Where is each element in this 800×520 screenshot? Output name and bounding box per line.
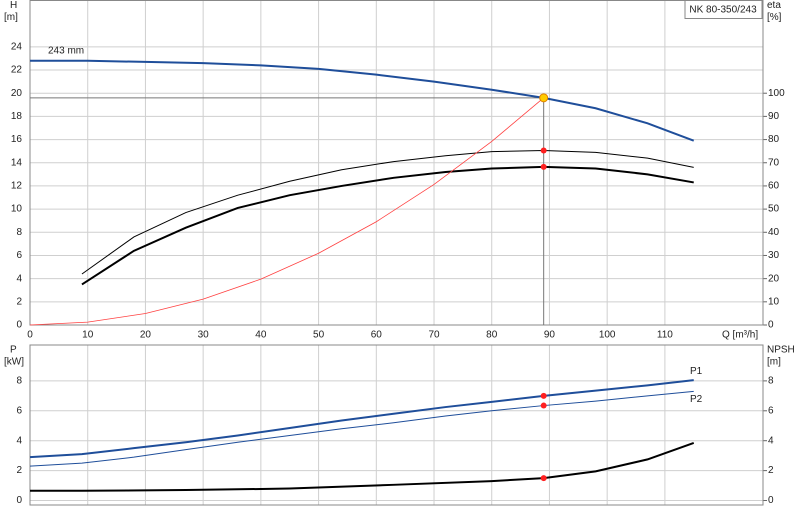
operating-point <box>539 93 549 103</box>
series-line <box>29 97 544 326</box>
point-marker <box>540 402 547 409</box>
y-tick-label: 4 <box>16 435 22 446</box>
x-tick-label: 10 <box>82 330 94 341</box>
x-tick-label: 50 <box>313 330 325 341</box>
y-tick-label: 2 <box>16 465 22 476</box>
y2-tick-label: 60 <box>768 181 780 192</box>
y2-tick-label: 8 <box>768 376 774 387</box>
chart-title: NK 80-350/243 <box>689 5 757 16</box>
x-tick-label: 90 <box>544 330 556 341</box>
y2-axis-unit: [m] <box>767 357 781 368</box>
y-tick-label: 6 <box>16 250 22 261</box>
plot-frame <box>29 344 764 506</box>
y2-tick-label: 70 <box>768 157 780 168</box>
x-tick-label: 30 <box>198 330 210 341</box>
x-tick-label: 80 <box>486 330 498 341</box>
y-tick-label: 20 <box>11 88 23 99</box>
y2-tick-label: 40 <box>768 227 780 238</box>
x-tick-label: 40 <box>255 330 267 341</box>
y-tick-label: 18 <box>11 111 23 122</box>
point-marker <box>540 163 547 170</box>
y-tick-label: 8 <box>16 227 22 238</box>
y2-tick-label: 20 <box>768 273 780 284</box>
y-axis-label: H <box>10 0 17 11</box>
y-tick-label: 2 <box>16 296 22 307</box>
series-line <box>29 390 694 467</box>
series-label: 243 mm <box>48 45 84 56</box>
series-line <box>29 379 694 459</box>
x-axis-label: Q [m³/h] <box>722 330 758 341</box>
point-marker <box>540 475 547 482</box>
x-tick-label: 20 <box>140 330 152 341</box>
y-axis-unit: [kW] <box>4 357 24 368</box>
y2-tick-label: 80 <box>768 134 780 145</box>
series-line <box>30 442 695 492</box>
point-marker <box>540 392 547 399</box>
series-line <box>81 149 694 275</box>
y2-axis-label: NPSH <box>767 345 795 356</box>
series-line <box>30 59 695 142</box>
x-tick-label: 0 <box>27 330 33 341</box>
y2-tick-label: 50 <box>768 204 780 215</box>
y2-tick-label: 90 <box>768 111 780 122</box>
series-label: P1 <box>690 366 703 377</box>
y2-tick-label: 30 <box>768 250 780 261</box>
y-tick-label: 14 <box>11 157 23 168</box>
x-tick-label: 100 <box>599 330 616 341</box>
x-tick-label: 70 <box>428 330 440 341</box>
y2-tick-label: 6 <box>768 405 774 416</box>
y-tick-label: 6 <box>16 405 22 416</box>
y-tick-label: 12 <box>11 181 23 192</box>
y-tick-label: 10 <box>11 204 23 215</box>
y-tick-label: 8 <box>16 376 22 387</box>
y2-axis-unit: [%] <box>767 12 782 23</box>
y-tick-label: 0 <box>16 495 22 506</box>
y2-tick-label: 10 <box>768 296 780 307</box>
y2-tick-label: 100 <box>768 88 785 99</box>
x-tick-label: 110 <box>657 330 673 341</box>
point-marker <box>540 147 547 154</box>
y2-tick-label: 0 <box>768 320 774 331</box>
title-box <box>684 0 763 19</box>
y-tick-label: 0 <box>16 320 22 331</box>
plot-frame <box>29 0 764 326</box>
y-tick-label: 24 <box>11 41 23 52</box>
series-label: P2 <box>690 394 703 405</box>
y-axis-unit: [m] <box>4 12 18 23</box>
y2-tick-label: 2 <box>768 465 774 476</box>
y2-axis-label: eta <box>767 0 781 11</box>
y-tick-label: 22 <box>11 65 23 76</box>
y-axis-label: P <box>10 345 17 356</box>
y-tick-label: 4 <box>16 273 22 284</box>
y2-tick-label: 0 <box>768 495 774 506</box>
series-line <box>81 165 694 286</box>
y2-tick-label: 4 <box>768 435 774 446</box>
x-tick-label: 60 <box>371 330 383 341</box>
y-tick-label: 16 <box>11 134 23 145</box>
